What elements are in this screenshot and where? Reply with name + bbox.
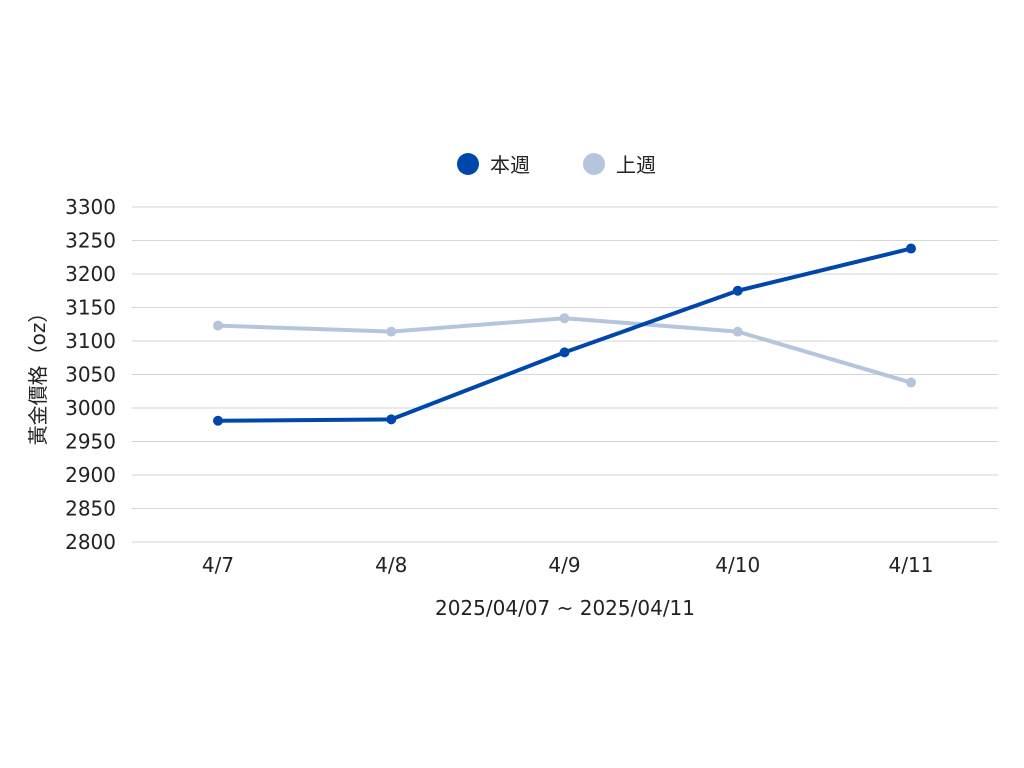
legend-item[interactable]: 本週 [457,153,530,177]
data-point[interactable] [559,347,570,358]
x-tick-label: 4/10 [715,553,760,577]
series-lines [213,243,916,426]
grid-lines [132,206,998,543]
y-tick-label: 2800 [65,530,116,554]
x-axis-title: 2025/04/07 ~ 2025/04/11 [435,596,695,620]
data-point[interactable] [732,285,743,296]
x-tick-label: 4/9 [548,553,580,577]
legend-marker [583,153,605,175]
data-point[interactable] [213,320,223,331]
y-tick-label: 2850 [65,497,116,521]
x-tick-label: 4/11 [889,553,934,577]
data-point[interactable] [386,326,397,337]
y-tick-label: 3200 [65,262,116,286]
data-point[interactable] [732,326,743,337]
series-1 [213,243,916,426]
y-tick-label: 3150 [65,296,116,320]
y-tick-label: 2900 [65,463,116,487]
y-tick-label: 3300 [65,195,116,219]
data-point[interactable] [906,243,916,254]
y-tick-label: 3100 [65,329,116,353]
legend-label: 上週 [616,153,656,177]
y-axis-ticks: 2800 2850 2900 2950 3000 3050 3100 3150 3200 3250… [65,195,116,554]
x-axis-ticks: 4/7 4/8 4/9 4/10 4/11 [202,553,934,577]
y-tick-label: 3250 [65,229,116,253]
legend-marker [457,153,479,175]
x-tick-label: 4/7 [202,553,234,577]
y-tick-label: 2950 [65,430,116,454]
series-2 [213,313,916,388]
y-tick-label: 3050 [65,363,116,387]
y-tick-label: 3000 [65,396,116,420]
data-point[interactable] [906,377,916,388]
legend-label: 本週 [490,153,530,177]
data-point[interactable] [213,415,223,426]
legend-item[interactable]: 上週 [583,153,656,177]
legend[interactable]: 本週 上週 [457,153,656,177]
data-point[interactable] [386,414,397,425]
data-point[interactable] [559,313,570,324]
x-tick-label: 4/8 [375,553,407,577]
y-axis-title: 黃金價格（oz） [26,303,50,446]
